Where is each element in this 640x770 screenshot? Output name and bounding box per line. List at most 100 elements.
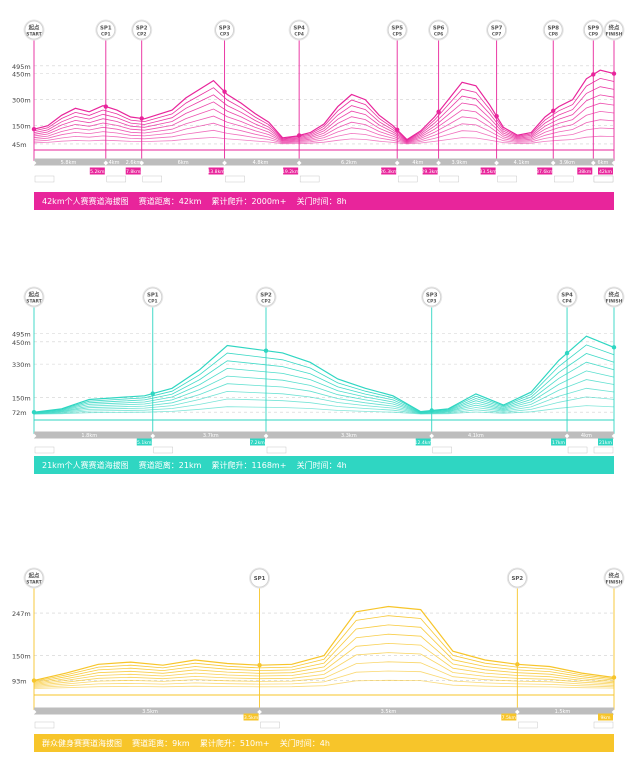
y-tick-label: 150m — [12, 653, 31, 661]
segment-distance-label: 4.1km — [514, 160, 530, 166]
series-line-1 — [33, 135, 615, 145]
distance-tag-box — [250, 438, 265, 446]
segment-distance-label: 4km — [109, 160, 120, 166]
series-line-9 — [33, 605, 615, 682]
distance-tag-label: 21km — [599, 440, 613, 446]
distance-tag-label: 7.2km — [250, 440, 265, 446]
station-note-box — [34, 721, 55, 729]
series-line-7 — [33, 624, 615, 683]
chart-title: 群众健身赛赛道海拔图 赛道距离：9km 累计爬升：510m+ 关门时间：4h — [42, 738, 330, 748]
distance-tag-box — [381, 167, 397, 175]
y-tick-label: 450m — [12, 339, 31, 347]
distance-divider: ◆ — [32, 709, 37, 716]
waypoint-circle — [583, 20, 603, 40]
waypoint-marker — [564, 350, 570, 356]
waypoint-label: 终点 — [609, 291, 620, 299]
waypoint-marker — [551, 108, 556, 113]
waypoint-sublabel: CP8 — [548, 32, 558, 38]
segment-distance-label: 6km — [597, 160, 608, 166]
distance-tag-label: 17km — [552, 440, 566, 446]
waypoint-label: 终点 — [609, 572, 620, 580]
distance-divider: ◆ — [150, 433, 155, 440]
distance-tag-label: 29.3km — [421, 169, 439, 175]
distance-tag-box — [89, 167, 105, 175]
series-line-9 — [33, 335, 615, 413]
waypoint-label: SP8 — [547, 26, 559, 32]
station-note-box — [225, 175, 245, 183]
station-note-box — [142, 175, 162, 183]
waypoint-sublabel: CP2 — [137, 32, 147, 38]
segment-distance-label: 3.9km — [451, 160, 467, 166]
distance-tag-label: 7.5km — [502, 715, 517, 721]
station-note-box — [593, 721, 614, 729]
waypoint-circle — [289, 20, 309, 40]
segment-distance-label: 3.5km — [142, 709, 158, 715]
station-note-box — [397, 175, 418, 183]
y-tick-label: 495m — [12, 330, 31, 338]
station-note-box — [593, 446, 614, 454]
station-note-box — [299, 175, 320, 183]
segment-distance-label: 2.6km — [126, 160, 142, 166]
title-banner — [34, 734, 614, 752]
waypoint-marker — [103, 104, 109, 109]
waypoint-marker — [150, 391, 155, 396]
waypoint-marker — [494, 113, 499, 119]
waypoint-sublabel: START — [26, 580, 41, 586]
title-banner — [34, 192, 614, 210]
segment-distance-label: 5.8km — [61, 160, 77, 166]
distance-tag-label: 38km — [578, 169, 592, 175]
station-note-box — [34, 175, 55, 183]
waypoint-marker — [296, 133, 302, 138]
waypoint-circle — [24, 20, 44, 40]
distance-divider: ◆ — [494, 160, 499, 167]
waypoint-circle — [387, 20, 407, 40]
station-note-box — [593, 175, 614, 183]
series-line-8 — [33, 344, 615, 413]
waypoint-label: SP2 — [512, 576, 524, 582]
distance-tag-box — [598, 438, 613, 446]
distance-tag-box — [136, 438, 152, 446]
distance-divider: ◆ — [32, 433, 37, 440]
distance-tag-box — [577, 167, 593, 175]
station-note-box — [567, 446, 588, 454]
distance-tag-label: 33.5km — [479, 169, 497, 175]
distance-tag-label: 13.8km — [207, 169, 225, 175]
distance-divider: ◆ — [515, 709, 520, 716]
series-line-4 — [33, 110, 615, 143]
distance-divider: ◆ — [395, 160, 400, 167]
station-note-box — [260, 721, 280, 729]
waypoint-sublabel: CP5 — [392, 32, 402, 38]
segment-distance-label: 4.8km — [253, 160, 269, 166]
distance-tag-label: 19.2km — [282, 169, 300, 175]
distance-divider: ◆ — [257, 709, 262, 716]
segment-distance-label: 4km — [581, 433, 592, 439]
waypoint-marker — [611, 345, 617, 350]
series-line-9 — [33, 69, 615, 141]
segment-distance-label: 1.8km — [81, 433, 97, 439]
series-line-8 — [33, 77, 615, 141]
series-line-7 — [33, 86, 615, 142]
waypoint-circle — [256, 287, 276, 307]
waypoint-circle — [507, 568, 527, 588]
distance-tag-box — [598, 713, 613, 721]
chart-title: 21km个人赛赛道海拔图 赛道距离：21km 累计爬升：1168m+ 关门时间：… — [42, 460, 347, 470]
waypoint-sublabel: CP1 — [148, 299, 158, 305]
distance-tag-box — [125, 167, 141, 175]
distance-tag-box — [501, 713, 517, 721]
series-line-5 — [33, 102, 615, 143]
distance-tag-label: 3.5km — [244, 715, 259, 721]
waypoint-marker — [139, 116, 144, 121]
waypoint-label: 终点 — [609, 24, 620, 32]
waypoint-circle — [143, 287, 163, 307]
series-line-3 — [33, 387, 615, 414]
waypoint-marker — [515, 662, 520, 667]
distance-divider: ◆ — [103, 160, 108, 167]
waypoint-marker — [222, 89, 227, 94]
distance-tag-box — [422, 167, 438, 175]
waypoint-sublabel: CP3 — [427, 299, 437, 305]
distance-tag-box — [551, 438, 567, 446]
y-tick-label: 495m — [12, 63, 31, 71]
segment-distance-label: 1.5km — [555, 709, 571, 715]
station-note-box — [497, 175, 517, 183]
distance-tag-label: 7.8km — [126, 169, 141, 175]
